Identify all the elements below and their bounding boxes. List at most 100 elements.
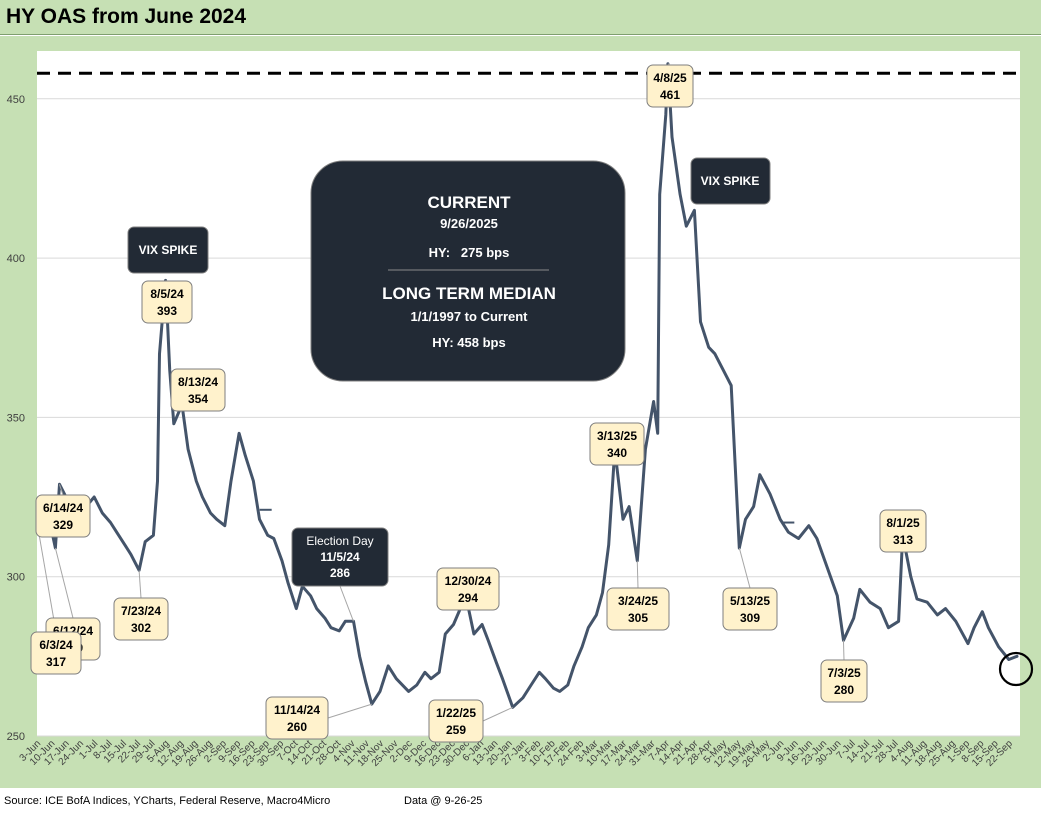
callout-value: 317: [46, 655, 66, 669]
callout-4: 8/5/24 393: [141, 280, 193, 324]
callout-7: 11/14/24 260: [265, 696, 329, 740]
series-line-hy-oas: [35, 62, 1019, 709]
callout-date: 3/24/25: [618, 594, 658, 608]
callout-leader: [327, 703, 372, 719]
info-heading2: LONG TERM MEDIAN: [382, 284, 556, 303]
y-tick-label: 250: [7, 731, 25, 743]
footer: Source: ICE BofA Indices, YCharts, Feder…: [0, 788, 1041, 816]
callout-value: 302: [131, 621, 151, 635]
info-median: HY: 458 bps: [432, 335, 505, 350]
vix-spike-text-2: VIX SPIKE: [701, 174, 760, 188]
callout-box: [35, 494, 91, 538]
callout-box: [436, 567, 500, 611]
axis-marks: [259, 508, 795, 524]
y-axis-ticks: 250 300 350 400 450: [7, 94, 25, 743]
callout-date: 4/8/25: [653, 71, 687, 85]
callout-date: 1/22/25: [436, 706, 476, 720]
callout-box: [113, 597, 169, 641]
callout-12: 4/8/25 461: [646, 64, 694, 108]
callout-date: 12/30/24: [445, 574, 492, 588]
callout-box: [589, 422, 645, 466]
callout-value: 340: [607, 446, 627, 460]
x-axis-ticks: 3-Jun10-Jun17-Jun24-Jun1-Jul8-Jul15-Jul2…: [18, 738, 1016, 770]
callout-leader: [58, 484, 64, 496]
callout-value: 286: [330, 566, 350, 580]
callout-0: 6/14/24 329: [35, 494, 91, 538]
callout-leader: [54, 547, 74, 619]
callout-value: 280: [834, 683, 854, 697]
callout-value: 354: [188, 392, 208, 406]
callout-box: [265, 696, 329, 740]
callout-leader: [138, 570, 142, 599]
vix-spike-text-1: VIX SPIKE: [139, 243, 198, 257]
callout-8: 12/30/24 294: [436, 567, 500, 611]
y-tick-label: 350: [7, 412, 25, 424]
callout-date: 7/23/24: [121, 604, 161, 618]
callout-3: 7/23/24 302: [113, 597, 169, 641]
callout-box: [141, 280, 193, 324]
callout-box: [879, 509, 927, 553]
callout-leader: [636, 560, 639, 589]
source-note: Source: ICE BofA Indices, YCharts, Feder…: [4, 795, 331, 807]
callout-14: 7/3/25 280: [820, 659, 868, 703]
callout-13: 5/13/25 309: [722, 587, 778, 631]
callout-date: 6/3/24: [39, 638, 73, 652]
y-tick-label: 300: [7, 572, 25, 584]
info-range: 1/1/1997 to Current: [410, 309, 528, 324]
callout-box: [170, 368, 226, 412]
callout-5: 8/13/24 354: [170, 368, 226, 412]
callout-box: [291, 527, 389, 587]
vix-spike-label-2: VIX SPIKE: [690, 157, 771, 205]
callout-date: 6/14/24: [43, 501, 83, 515]
callout-box: [820, 659, 868, 703]
callout-value: 393: [157, 304, 177, 318]
callout-box: [428, 699, 484, 743]
hy-oas-chart: 250 300 350 400 450 3-Jun10-Jun17-Jun24-Jun1…: [7, 51, 1034, 770]
callout-leader: [339, 585, 354, 622]
info-current: HY: 275 bps: [429, 245, 510, 260]
series-hy-oas: [35, 62, 1019, 709]
callout-date: 8/13/24: [178, 375, 218, 389]
callout-date: 11/5/24: [320, 550, 360, 564]
callout-value: 294: [458, 591, 478, 605]
callout-date: 8/5/24: [150, 287, 184, 301]
callout-date: 5/13/25: [730, 594, 770, 608]
callout-11: 3/24/25 305: [606, 587, 670, 631]
callout-value: 305: [628, 611, 648, 625]
y-tick-label: 400: [7, 253, 25, 265]
callout-value: 260: [287, 720, 307, 734]
y-tick-label: 450: [7, 94, 25, 106]
callout-box: [606, 587, 670, 631]
title-bar: HY OAS from June 2024: [0, 0, 1041, 35]
callout-leader: [842, 640, 845, 661]
vix-spike-label-1: VIX SPIKE: [127, 226, 209, 274]
callout-date: 3/13/25: [597, 429, 637, 443]
callout-10: 3/13/25 340: [589, 422, 645, 466]
callout-9: 1/22/25 259: [428, 699, 484, 743]
callout-value: 313: [893, 533, 913, 547]
info-box: CURRENT 9/26/2025 HY: 275 bps LONG TERM …: [310, 160, 626, 382]
callout-value: 309: [740, 611, 760, 625]
callout-date: 8/1/25: [886, 516, 920, 530]
current-value-marker: [998, 651, 1034, 687]
info-heading: CURRENT: [427, 193, 511, 212]
callout-2: 6/3/24 317: [30, 631, 82, 675]
callout-box: [646, 64, 694, 108]
callout-leader: [738, 547, 751, 589]
callout-leader: [36, 522, 57, 633]
data-date-note: Data @ 9-26-25: [404, 795, 483, 807]
callout-value: 461: [660, 88, 680, 102]
callout-title: Election Day: [306, 534, 373, 548]
callout-date: 7/3/25: [827, 666, 861, 680]
callout-value: 329: [53, 518, 73, 532]
callout-box: [722, 587, 778, 631]
callout-value: 259: [446, 723, 466, 737]
callout-15: 8/1/25 313: [879, 509, 927, 553]
callout-box: [30, 631, 82, 675]
callout-leader: [482, 706, 513, 722]
callout-6: Election Day 11/5/24 286: [291, 527, 389, 587]
callouts: 6/14/243296/12/243096/3/243177/23/243028…: [30, 64, 927, 743]
chart-frame: 250 300 350 400 450 3-Jun 10-Jun 17-Jun 24-Jun 1…: [0, 36, 1041, 788]
chart-title: HY OAS from June 2024: [6, 5, 247, 28]
callout-date: 11/14/24: [274, 703, 320, 717]
